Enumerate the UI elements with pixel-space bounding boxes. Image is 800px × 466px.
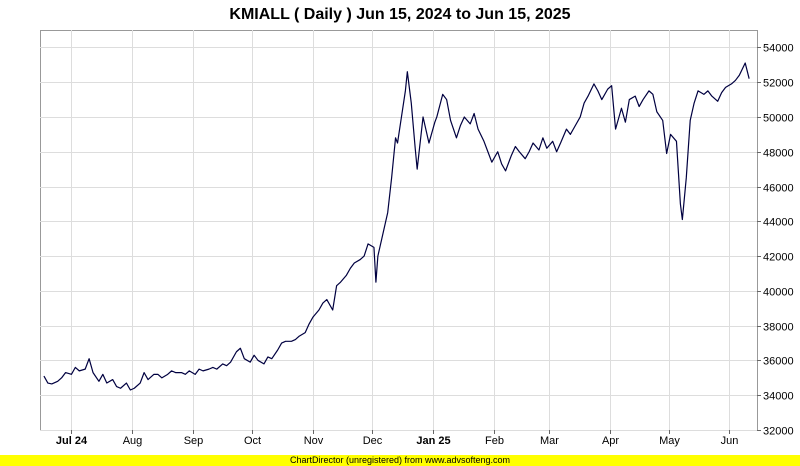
x-tick-label-3: Oct xyxy=(244,435,261,447)
x-tick-label-0: Jul 24 xyxy=(56,435,88,447)
x-tick-label-1: Aug xyxy=(123,435,143,447)
y-tick-label-0: 32000 xyxy=(763,426,794,438)
x-tick-label-10: May xyxy=(659,435,680,447)
x-tick-label-11: Jun xyxy=(721,435,739,447)
series-line xyxy=(43,62,750,391)
y-tick-label-7: 46000 xyxy=(763,183,794,195)
footer-banner: ChartDirector (unregistered) from www.ad… xyxy=(0,455,800,466)
y-tick-label-2: 36000 xyxy=(763,356,794,368)
grid-lines xyxy=(40,30,757,431)
y-tick-label-10: 52000 xyxy=(763,78,794,90)
x-tick-label-5: Dec xyxy=(363,435,383,447)
x-tick-label-9: Apr xyxy=(602,435,619,447)
y-tick-label-1: 34000 xyxy=(763,391,794,403)
y-axis: 32000 34000 36000 38000 40000 42000 44000 46000… xyxy=(757,43,794,438)
x-axis: Jul 24 Aug Sep Oct Nov Dec Jan 25 Feb Mar Apr May J… xyxy=(56,430,738,447)
y-tick-label-11: 54000 xyxy=(763,43,794,55)
x-tick-label-7: Feb xyxy=(485,435,504,447)
chart-title: KMIALL ( Daily ) Jun 15, 2024 to Jun 15,… xyxy=(229,6,570,23)
y-tick-label-8: 48000 xyxy=(763,148,794,160)
x-tick-label-6: Jan 25 xyxy=(416,435,450,447)
x-tick-label-2: Sep xyxy=(184,435,204,447)
x-tick-label-4: Nov xyxy=(304,435,324,447)
y-tick-label-5: 42000 xyxy=(763,252,794,264)
y-tick-label-6: 44000 xyxy=(763,217,794,229)
x-tick-label-8: Mar xyxy=(540,435,559,447)
y-tick-label-9: 50000 xyxy=(763,113,794,125)
plot-area xyxy=(40,30,758,431)
y-tick-label-3: 38000 xyxy=(763,322,794,334)
y-tick-label-4: 40000 xyxy=(763,287,794,299)
